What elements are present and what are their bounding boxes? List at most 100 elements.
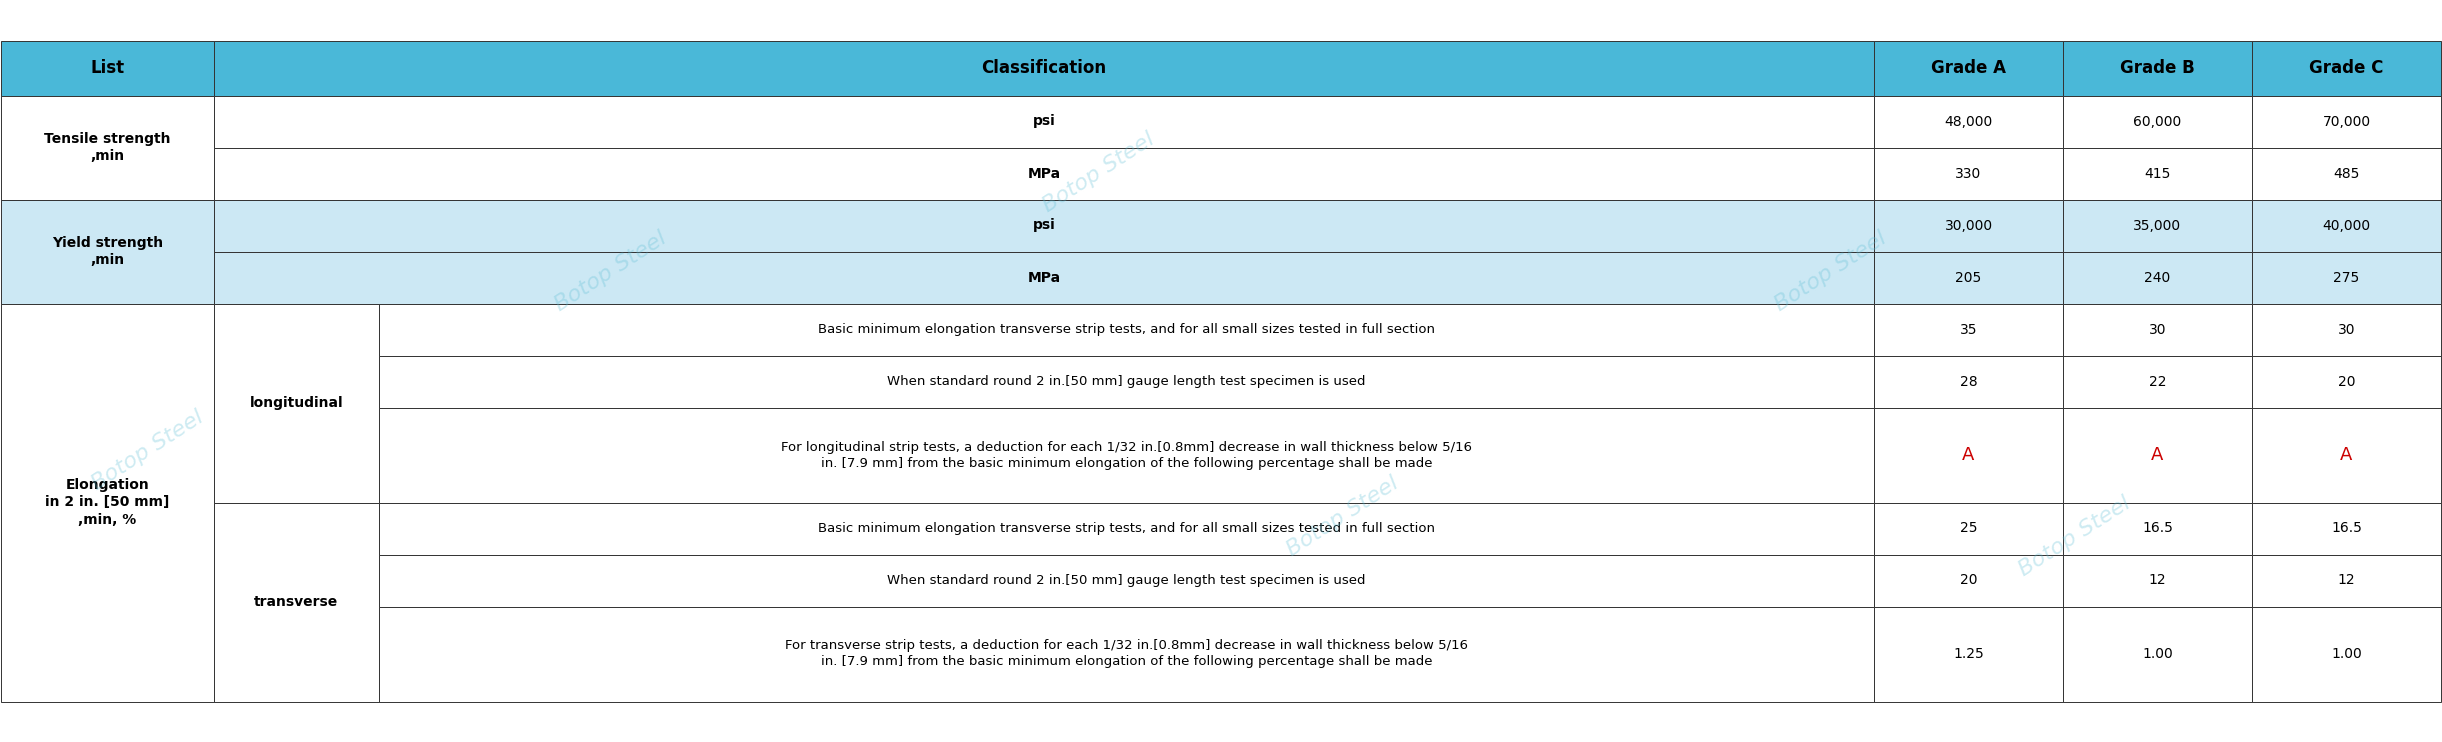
Text: 22: 22 <box>2149 375 2166 389</box>
Bar <box>215 96 1873 148</box>
Text: Botop Steel: Botop Steel <box>1040 129 1158 216</box>
Bar <box>2252 200 2442 252</box>
Bar <box>1873 407 2063 502</box>
Bar <box>2063 200 2252 252</box>
Text: Botop Steel: Botop Steel <box>2015 493 2134 580</box>
Bar <box>1873 502 2063 554</box>
Text: 30: 30 <box>2149 323 2166 337</box>
Text: 28: 28 <box>1958 375 1978 389</box>
Bar <box>215 252 1873 303</box>
Bar <box>2252 303 2442 355</box>
Text: For longitudinal strip tests, a deduction for each 1/32 in.[0.8mm] decrease in w: For longitudinal strip tests, a deductio… <box>781 441 1473 470</box>
Text: A: A <box>1963 446 1976 464</box>
Bar <box>379 407 1873 502</box>
Bar <box>2063 355 2252 407</box>
Text: Grade B: Grade B <box>2120 59 2195 77</box>
Bar <box>379 303 1873 355</box>
Text: psi: psi <box>1033 114 1055 128</box>
Bar <box>215 148 1873 200</box>
Bar <box>2063 303 2252 355</box>
Text: 20: 20 <box>1961 574 1978 588</box>
Bar <box>2063 252 2252 303</box>
Bar <box>2063 148 2252 200</box>
Bar <box>2063 96 2252 148</box>
Text: transverse: transverse <box>254 595 339 609</box>
Bar <box>2252 554 2442 606</box>
Text: 12: 12 <box>2337 574 2357 588</box>
Text: Grade C: Grade C <box>2310 59 2383 77</box>
Bar <box>2063 554 2252 606</box>
Text: A: A <box>2339 446 2352 464</box>
Text: 485: 485 <box>2332 166 2359 180</box>
Text: Elongation
in 2 in. [50 mm]
,min, %: Elongation in 2 in. [50 mm] ,min, % <box>46 478 168 527</box>
Bar <box>2063 502 2252 554</box>
Text: A: A <box>2151 446 2164 464</box>
Bar <box>0 41 215 96</box>
Bar <box>2063 407 2252 502</box>
Bar <box>2252 41 2442 96</box>
Bar <box>2063 606 2252 701</box>
Text: For transverse strip tests, a deduction for each 1/32 in.[0.8mm] decrease in wal: For transverse strip tests, a deduction … <box>784 640 1468 669</box>
Bar <box>215 41 1873 96</box>
Bar <box>1873 96 2063 148</box>
Bar <box>2252 252 2442 303</box>
Text: 16.5: 16.5 <box>2332 522 2361 536</box>
Text: Grade A: Grade A <box>1932 59 2005 77</box>
Text: psi: psi <box>1033 218 1055 232</box>
Bar <box>0 96 215 200</box>
Text: Botop Steel: Botop Steel <box>1284 473 1402 560</box>
Text: 20: 20 <box>2337 375 2354 389</box>
Text: 205: 205 <box>1956 271 1980 284</box>
Text: 35: 35 <box>1961 323 1978 337</box>
Text: Tensile strength
,min: Tensile strength ,min <box>44 132 171 163</box>
Bar <box>379 502 1873 554</box>
Text: MPa: MPa <box>1028 271 1060 284</box>
Text: 35,000: 35,000 <box>2134 218 2181 232</box>
Bar <box>2252 407 2442 502</box>
Bar <box>1873 148 2063 200</box>
Bar <box>379 554 1873 606</box>
Bar <box>1873 303 2063 355</box>
Bar <box>2252 148 2442 200</box>
Bar <box>2252 606 2442 701</box>
Text: List: List <box>90 59 125 77</box>
Text: 240: 240 <box>2144 271 2171 284</box>
Text: 40,000: 40,000 <box>2322 218 2371 232</box>
Bar <box>2063 41 2252 96</box>
Text: 48,000: 48,000 <box>1944 114 1993 128</box>
Text: 60,000: 60,000 <box>2134 114 2181 128</box>
Text: 1.25: 1.25 <box>1954 647 1983 661</box>
Text: Classification: Classification <box>982 59 1106 77</box>
Bar <box>0 303 215 701</box>
Text: Botop Steel: Botop Steel <box>88 407 208 494</box>
Bar <box>379 355 1873 407</box>
Text: Botop Steel: Botop Steel <box>1770 229 1890 315</box>
Bar <box>1873 606 2063 701</box>
Bar <box>215 200 1873 252</box>
Bar <box>2252 355 2442 407</box>
Text: 16.5: 16.5 <box>2142 522 2173 536</box>
Bar <box>215 502 379 701</box>
Text: 12: 12 <box>2149 574 2166 588</box>
Text: Botop Steel: Botop Steel <box>552 229 672 315</box>
Bar <box>0 200 215 303</box>
Bar <box>1873 355 2063 407</box>
Text: 25: 25 <box>1961 522 1978 536</box>
Text: 30: 30 <box>2337 323 2354 337</box>
Text: Yield strength
,min: Yield strength ,min <box>51 236 164 267</box>
Text: 330: 330 <box>1956 166 1980 180</box>
Text: MPa: MPa <box>1028 166 1060 180</box>
Bar <box>1873 554 2063 606</box>
Bar <box>379 606 1873 701</box>
Bar <box>215 303 379 502</box>
Text: 415: 415 <box>2144 166 2171 180</box>
Text: Basic minimum elongation transverse strip tests, and for all small sizes tested : Basic minimum elongation transverse stri… <box>818 522 1436 535</box>
Text: longitudinal: longitudinal <box>249 396 344 410</box>
Text: 70,000: 70,000 <box>2322 114 2371 128</box>
Bar <box>2252 502 2442 554</box>
Text: 1.00: 1.00 <box>2332 647 2361 661</box>
Text: When standard round 2 in.[50 mm] gauge length test specimen is used: When standard round 2 in.[50 mm] gauge l… <box>886 375 1365 388</box>
Text: 30,000: 30,000 <box>1944 218 1993 232</box>
Text: Basic minimum elongation transverse strip tests, and for all small sizes tested : Basic minimum elongation transverse stri… <box>818 323 1436 336</box>
Text: 275: 275 <box>2335 271 2359 284</box>
